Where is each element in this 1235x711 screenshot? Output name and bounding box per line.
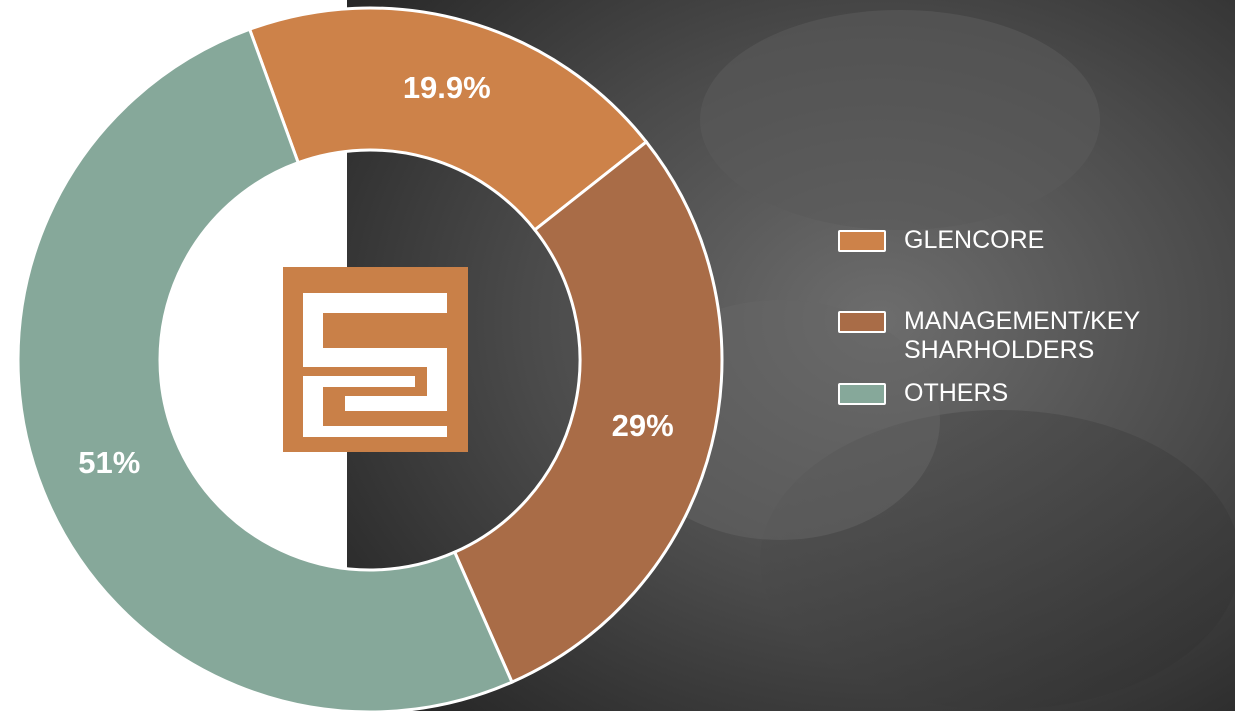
legend-swatch [838,230,886,252]
legend-label: GLENCORE [904,226,1044,254]
legend-item: OTHERS [838,379,1218,408]
page: 19.9% 29% 51% GLENCORE MANAGEMENT/KEY SHARH… [0,0,1235,711]
legend-label: OTHERS [904,379,1008,407]
legend-item: MANAGEMENT/KEY SHARHOLDERS [838,307,1218,365]
data-label: 19.9% [403,70,491,105]
data-label: 29% [612,408,674,443]
rock [700,10,1100,230]
data-label: 51% [78,445,140,480]
legend: GLENCORE MANAGEMENT/KEY SHARHOLDERS OTHERS [838,226,1218,408]
legend-item: GLENCORE [838,226,1218,255]
legend-swatch [838,383,886,405]
legend-swatch [838,311,886,333]
logo [283,267,468,452]
legend-label: MANAGEMENT/KEY SHARHOLDERS [904,307,1140,364]
